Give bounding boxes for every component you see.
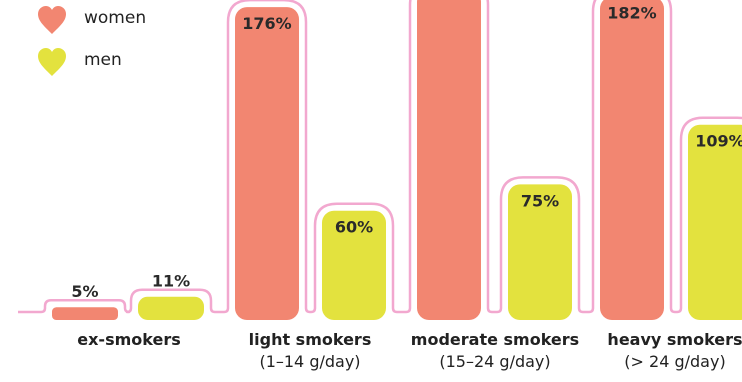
value-label-men-heavy-smokers: 109%: [695, 132, 742, 151]
legend-item-women: women: [36, 4, 216, 38]
bar-men-light-smokers: [322, 210, 386, 320]
category-name: heavy smokers: [607, 330, 742, 349]
category-subtitle: (> 24 g/day): [624, 352, 726, 371]
legend-label-men: men: [84, 50, 122, 70]
category-name: moderate smokers: [410, 330, 580, 349]
bar-women-ex-smokers: [52, 307, 118, 320]
legend-label-women: women: [84, 8, 147, 28]
category-label-ex-smokers: ex-smokers: [64, 330, 194, 349]
category-subtitle: (1–14 g/day): [259, 352, 361, 371]
heart-icon: [38, 6, 66, 34]
category-subtitle: (15–24 g/day): [439, 352, 551, 371]
legend-item-men: men: [36, 46, 216, 80]
category-label-heavy-smokers: heavy smokers (> 24 g/day): [600, 330, 742, 371]
value-label-women-light-smokers: 176%: [242, 14, 291, 33]
category-name: light smokers: [248, 330, 372, 349]
value-label-men-light-smokers: 60%: [335, 218, 373, 237]
bar-outline: [18, 0, 742, 314]
bar-women-heavy-smokers: [600, 0, 664, 320]
value-label-men-moderate-smokers: 75%: [521, 191, 559, 210]
value-label-men-ex-smokers: 11%: [152, 272, 190, 291]
value-label-women-heavy-smokers: 182%: [607, 4, 656, 23]
category-name: ex-smokers: [77, 330, 181, 349]
bar-men-moderate-smokers: [508, 184, 572, 320]
heart-icon: [38, 48, 66, 76]
bar-women-light-smokers: [235, 7, 299, 321]
category-label-moderate-smokers: moderate smokers (15–24 g/day): [402, 330, 588, 371]
legend: women men: [36, 4, 236, 84]
category-label-light-smokers: light smokers (1–14 g/day): [230, 330, 390, 371]
value-label-women-ex-smokers: 5%: [71, 282, 98, 301]
bar-men-ex-smokers: [138, 296, 204, 320]
bar-men-heavy-smokers: [688, 124, 742, 320]
bar-women-moderate-smokers: [417, 0, 481, 320]
